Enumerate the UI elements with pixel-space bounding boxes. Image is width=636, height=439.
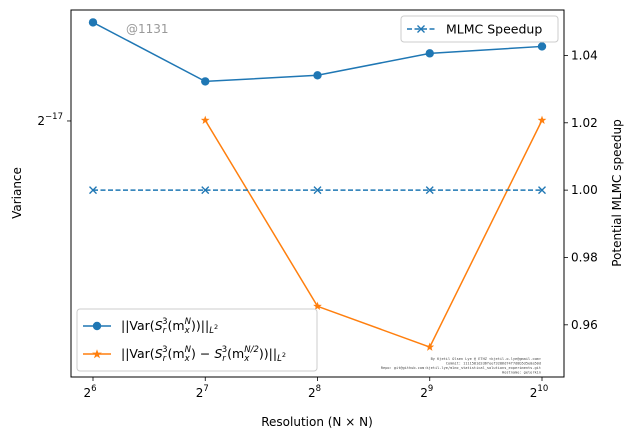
legend-main-marker-2 [92,349,102,359]
y-right-tick-label-0: 0.96 [571,318,598,332]
legend-secondary: MLMC Speedup [400,15,559,43]
legend-main: ||Var(Sr3(mxN))||L2 ||Var(Sr3(mxN) − Sr3… [76,308,318,372]
y-right-tick-label-1: 0.98 [571,250,598,264]
footnote-line-2: Commit: 1111581d2d6feef3286d74f7d8b5d5e0… [446,362,541,366]
legend-main-label-1: ||Var(Sr3(mxN))||L2 [121,317,218,336]
series-2-point-3 [425,186,434,195]
y-right-tick-label-3: 1.02 [571,116,598,130]
footnote: By Kjetil Olsen Lye @ ETHZ <kjetil.o.lye… [381,357,542,375]
series-1-point-0 [200,115,210,124]
legend-main-marker-1 [92,321,102,331]
legend-secondary-marker [417,25,425,33]
y-right-axis-title: Potential MLMC speedup [610,119,624,266]
legend-main-box [76,308,318,372]
x-axis: 26 27 28 29 210 [83,377,548,400]
series-1-point-3 [537,115,547,124]
legend-main-label-2: ||Var(Sr3(mxN) − Sr3(mxN/2))||L2 [121,345,286,364]
y-left-axis-title: Variance [10,167,24,219]
watermark-text: @1131 [126,22,169,36]
footnote-line-1: By Kjetil Olsen Lye @ ETHZ <kjetil.o.lye… [431,357,542,361]
footnote-line-3: Repo: git@github.com:kjetil-lye/mlmc_sta… [381,366,541,370]
legend-secondary-box [400,15,559,43]
series-0 [88,18,547,86]
x-tick-label-1: 27 [196,384,209,400]
series-0-point-2 [313,71,322,80]
x-tick-label-0: 26 [83,384,96,400]
y-right-axis: 0.96 0.98 1.00 1.02 1.04 [564,48,598,332]
footnote-line-4: Hostname: gelerkin [502,371,541,375]
x-tick-label-4: 210 [530,384,548,400]
series-2-point-1 [201,186,210,195]
series-0-point-0 [88,18,98,27]
y-left-axis: 2−17 [37,112,71,128]
series-layer [88,18,547,351]
x-tick-label-2: 28 [308,384,321,400]
series-1-point-2 [425,342,435,351]
series-0-point-1 [201,77,210,86]
series-line-1 [204,119,543,349]
series-2 [89,186,546,195]
series-2-point-0 [89,186,97,195]
series-0-point-4 [537,42,547,51]
legend-secondary-label: MLMC Speedup [446,22,542,37]
x-axis-title: Resolution (N × N) [261,415,373,429]
y-right-tick-label-4: 1.04 [571,48,598,62]
series-0-point-3 [425,49,434,58]
y-left-tick-label-0: 2−17 [37,112,63,128]
y-right-tick-label-2: 1.00 [571,183,598,197]
series-1-point-1 [313,301,322,310]
series-1 [200,115,547,351]
series-2-point-2 [313,186,322,195]
x-tick-label-3: 29 [420,384,433,400]
series-2-point-4 [538,186,546,195]
